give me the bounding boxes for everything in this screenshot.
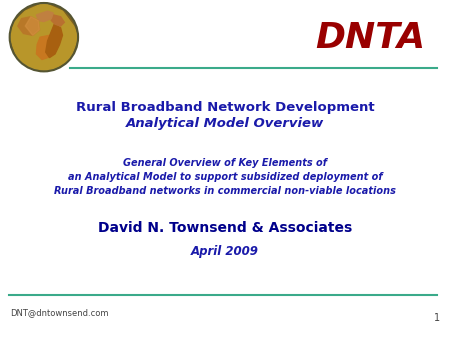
- Polygon shape: [25, 17, 40, 35]
- Text: April 2009: April 2009: [191, 245, 259, 259]
- Circle shape: [9, 3, 78, 71]
- Text: 1: 1: [434, 313, 440, 323]
- Text: General Overview of Key Elements of: General Overview of Key Elements of: [123, 158, 327, 168]
- Polygon shape: [46, 24, 63, 58]
- Circle shape: [9, 3, 78, 71]
- Polygon shape: [18, 17, 40, 35]
- Text: Rural Broadband networks in commercial non-viable locations: Rural Broadband networks in commercial n…: [54, 186, 396, 196]
- Text: DNT@dntownsend.com: DNT@dntownsend.com: [10, 309, 108, 317]
- Polygon shape: [51, 15, 64, 26]
- Polygon shape: [36, 35, 54, 59]
- Text: DNTA: DNTA: [315, 21, 425, 55]
- Text: Rural Broadband Network Development: Rural Broadband Network Development: [76, 101, 374, 115]
- Text: Analytical Model Overview: Analytical Model Overview: [126, 118, 324, 130]
- Text: an Analytical Model to support subsidized deployment of: an Analytical Model to support subsidize…: [68, 172, 382, 182]
- Text: David N. Townsend & Associates: David N. Townsend & Associates: [98, 221, 352, 235]
- Polygon shape: [9, 3, 78, 71]
- Polygon shape: [36, 11, 53, 22]
